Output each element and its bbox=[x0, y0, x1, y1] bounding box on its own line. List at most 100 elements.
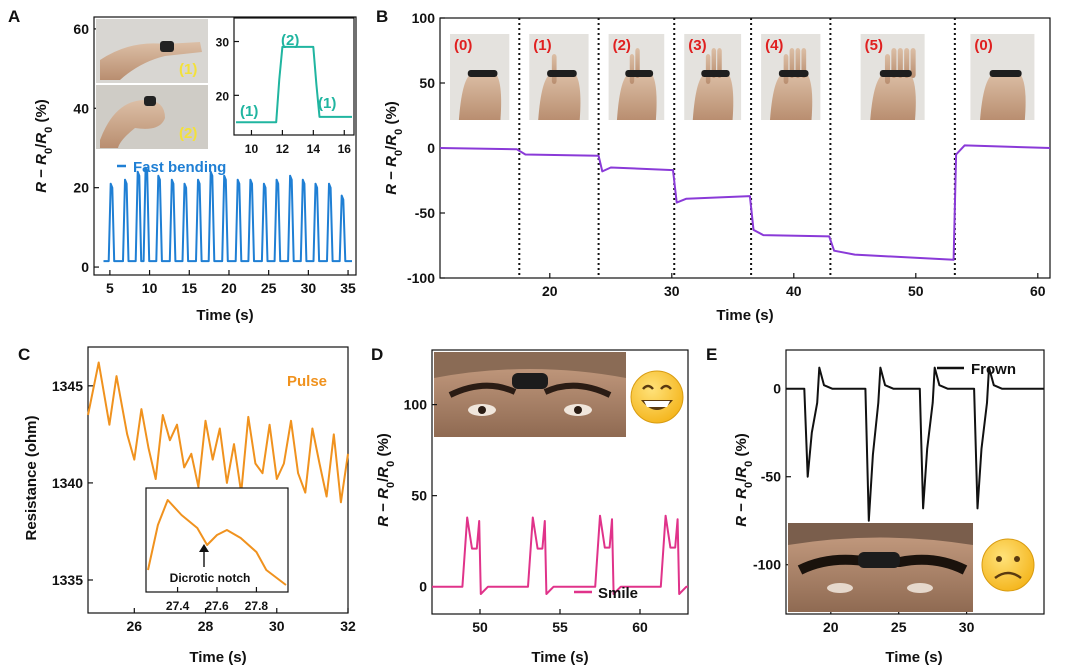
y-axis-title-part: (%) bbox=[33, 99, 50, 127]
inset-line-a bbox=[236, 45, 352, 124]
a-inset-ytick-label-20: 20 bbox=[216, 89, 230, 103]
annotation-dicrotic-notch: Dicrotic notch bbox=[170, 571, 251, 585]
c-ytick-label-1335: 1335 bbox=[52, 572, 83, 588]
frown-emoji-icon bbox=[981, 538, 1035, 592]
x-axis-title-c: Time (s) bbox=[189, 649, 246, 666]
series-line-b bbox=[439, 144, 1051, 261]
photo-finger-bent: (2) bbox=[96, 85, 208, 149]
a-inset-xtick-label-10: 10 bbox=[245, 142, 259, 156]
photo-label-b-5: (5) bbox=[865, 37, 883, 54]
c-xtick-label-28: 28 bbox=[198, 618, 214, 634]
y-axis-title-part: / bbox=[375, 477, 392, 482]
peak-point-a bbox=[236, 178, 239, 181]
peak-point-a bbox=[197, 178, 199, 181]
a-ytick-label-20: 20 bbox=[73, 180, 89, 196]
sensor-band bbox=[701, 70, 730, 77]
photo-label-b-1: (1) bbox=[533, 37, 551, 54]
photo-hand-4: (4) bbox=[761, 34, 821, 120]
hand-finger bbox=[551, 54, 557, 84]
legend-label-a: Fast bending bbox=[133, 159, 226, 176]
d-ytick-label-50: 50 bbox=[411, 488, 427, 504]
legend-label-d: Smile bbox=[598, 585, 638, 602]
a-xtick-label-5: 5 bbox=[106, 280, 114, 296]
peak-point-a bbox=[136, 171, 139, 173]
d-xtick-label-60: 60 bbox=[632, 619, 648, 635]
c-xtick-label-32: 32 bbox=[340, 618, 356, 634]
a-ytick-label-60: 60 bbox=[73, 21, 89, 37]
sensor-band bbox=[467, 70, 498, 77]
y-axis-title-part: 0 bbox=[393, 129, 405, 135]
b-ytick-label-50: 50 bbox=[419, 75, 435, 91]
peak-point-a bbox=[314, 182, 317, 185]
peak-point-a bbox=[109, 182, 112, 185]
photo-label-b-6: (0) bbox=[974, 37, 992, 54]
a-inset-xtick-label-16: 16 bbox=[338, 142, 352, 156]
e-ytick-label-0: 0 bbox=[773, 381, 781, 397]
c-inset-xtick-label-27.6: 27.6 bbox=[205, 599, 229, 613]
photo-label-b-4: (4) bbox=[765, 37, 783, 54]
photo-label-b-3: (3) bbox=[688, 37, 706, 54]
a-xtick-label-20: 20 bbox=[221, 280, 237, 296]
y-axis-title-part: 0 bbox=[385, 482, 397, 488]
peak-point-a bbox=[223, 175, 225, 177]
y-axis-title-part: R bbox=[375, 488, 392, 499]
hand-shape bbox=[980, 72, 1026, 120]
c-inset-xtick-label-27.4: 27.4 bbox=[166, 599, 190, 613]
peak-point-a bbox=[302, 178, 304, 181]
panel-c: C 26 28 30 32 1335 1340 1345 Pulse 27.4 27.6 27.… bbox=[18, 345, 356, 666]
photo-label-2: (2) bbox=[179, 125, 197, 142]
series-line-fast-bending bbox=[103, 166, 352, 263]
y-axis-title-d: R − R0/R0 (%) bbox=[375, 433, 397, 527]
legend-label-c: Pulse bbox=[287, 373, 327, 390]
peak-point-a bbox=[124, 178, 126, 181]
y-axis-title-b: R − R0/R0 (%) bbox=[383, 101, 405, 195]
photo-hand-0: (0) bbox=[450, 34, 510, 120]
y-axis-title-part: − bbox=[33, 165, 50, 182]
annotation-arrowhead bbox=[199, 544, 209, 552]
e-xtick-label-25: 25 bbox=[891, 619, 907, 635]
peak-point-a bbox=[144, 167, 147, 169]
y-axis-title-part: − bbox=[383, 167, 400, 184]
y-axis-title-a: R − R0/R0 (%) bbox=[33, 99, 55, 193]
y-axis-title-part: (%) bbox=[733, 433, 750, 461]
photo-finger-straight: (1) bbox=[96, 19, 208, 83]
y-axis-title-part: R bbox=[33, 133, 50, 144]
peak-point-a bbox=[263, 182, 265, 185]
inset-label-1b: (1) bbox=[318, 95, 336, 112]
panel-a: A 5 10 15 20 25 30 35 0 20 40 60 (1) (2) 10 12 14 16 2… bbox=[8, 7, 357, 324]
peak-point-a bbox=[157, 175, 160, 177]
b-xtick-label-20: 20 bbox=[542, 283, 558, 299]
hand-finger bbox=[910, 48, 916, 78]
inset-line-c bbox=[147, 499, 287, 586]
y-axis-title-c: Resistance (ohm) bbox=[23, 415, 40, 540]
panel-label-a: A bbox=[8, 7, 20, 26]
y-axis-title-part: 0 bbox=[743, 461, 755, 467]
y-axis-title-part: R bbox=[383, 184, 400, 195]
photo-label-1: (1) bbox=[179, 61, 197, 78]
y-axis-title-part: 0 bbox=[43, 127, 55, 133]
photo-label-b-2: (2) bbox=[613, 37, 631, 54]
photo-hand-1: (1) bbox=[529, 34, 589, 120]
d-xtick-label-55: 55 bbox=[552, 619, 568, 635]
photo-face-frown bbox=[788, 523, 973, 612]
e-xtick-label-30: 30 bbox=[959, 619, 975, 635]
plot-frame-c bbox=[87, 346, 349, 614]
b-ytick-label--50: -50 bbox=[415, 205, 435, 221]
panel-label-c: C bbox=[18, 345, 30, 364]
plot-frame-a bbox=[93, 16, 357, 276]
panel-label-b: B bbox=[376, 7, 388, 26]
y-axis-title-part: R bbox=[383, 135, 400, 146]
y-axis-title-part: (%) bbox=[383, 101, 400, 129]
x-axis-title-b: Time (s) bbox=[716, 307, 773, 324]
series-line-pulse bbox=[87, 361, 349, 504]
a-inset-xtick-label-12: 12 bbox=[276, 142, 290, 156]
y-axis-title-part: / bbox=[383, 145, 400, 150]
d-xtick-label-50: 50 bbox=[472, 619, 488, 635]
a-xtick-label-25: 25 bbox=[261, 280, 277, 296]
x-axis-title-e: Time (s) bbox=[885, 649, 942, 666]
hand-shape bbox=[616, 72, 657, 120]
hand-shape bbox=[769, 72, 813, 120]
y-axis-title-part: (%) bbox=[375, 433, 392, 461]
a-xtick-label-15: 15 bbox=[181, 280, 197, 296]
